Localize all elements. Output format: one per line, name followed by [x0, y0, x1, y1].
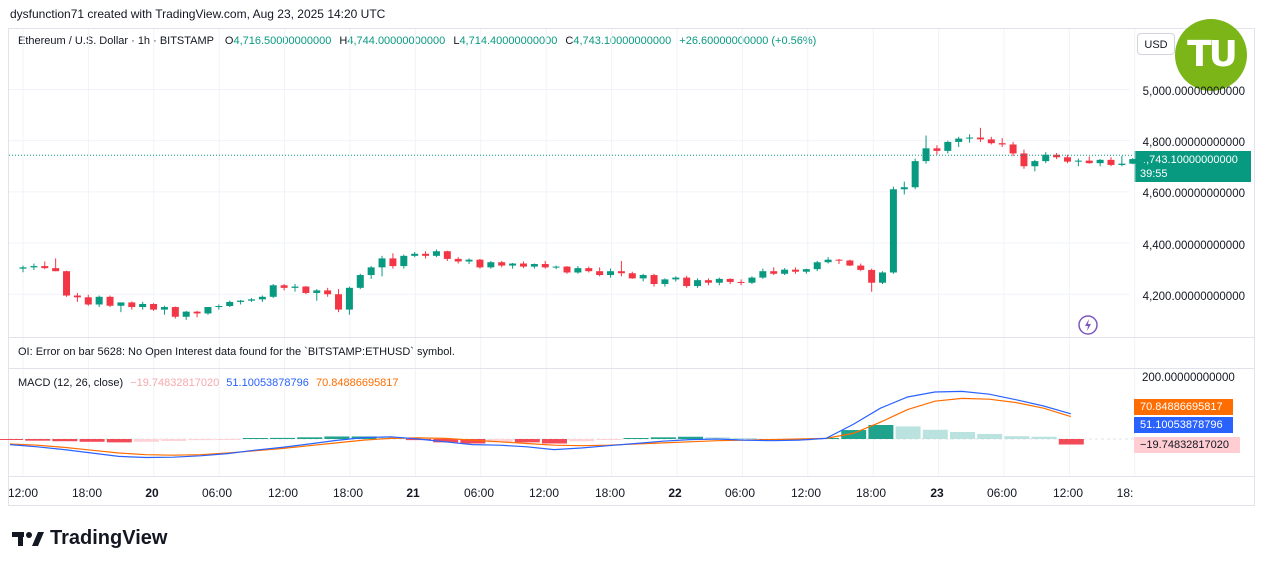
brand-badge: TU: [1175, 19, 1247, 91]
time-tick: 12:00: [7, 486, 39, 500]
tradingview-wordmark: TradingView: [50, 527, 168, 549]
change-value: +26.60000000000 (+0.56%): [679, 35, 817, 47]
lightning-icon[interactable]: [1077, 314, 1099, 336]
bar-countdown: 39:55: [1140, 168, 1168, 180]
price-tick: 5,000.00000000000: [1142, 86, 1245, 98]
pane-divider[interactable]: [9, 368, 1254, 369]
time-tick: 18:: [1116, 486, 1134, 500]
macd-axis-tick: 200.00000000000: [1142, 372, 1235, 384]
macd-signal-tag: 70.84886695817: [1134, 399, 1233, 415]
high-value: 4,744.00000000000: [347, 35, 446, 47]
currency-button[interactable]: USD: [1137, 33, 1175, 55]
close-value: 4,743.10000000000: [573, 35, 672, 47]
pane-divider[interactable]: [9, 337, 1254, 338]
macd-legend: MACD (12, 26, close) −19.74832817020 51.…: [18, 377, 399, 389]
price-tick: 4,600.00000000000: [1142, 188, 1245, 200]
close-label: C: [565, 35, 574, 47]
low-value: 4,714.40000000000: [459, 35, 558, 47]
time-tick: 12:00: [1052, 486, 1084, 500]
chart-frame: [8, 28, 1255, 506]
tradingview-footer[interactable]: TradingView: [12, 527, 167, 550]
macd-hist-tag: −19.74832817020: [1134, 437, 1240, 453]
macd-line-tag: 51.10053878796: [1134, 417, 1233, 433]
tradingview-logo-icon: [12, 531, 44, 546]
high-label: H: [339, 35, 348, 47]
time-tick: 12:00: [267, 486, 299, 500]
oi-error-message: OI: Error on bar 5628: No Open Interest …: [18, 346, 455, 358]
price-tick: 4,400.00000000000: [1142, 240, 1245, 252]
time-tick: 12:00: [790, 486, 822, 500]
time-tick: 23: [930, 486, 944, 500]
macd-line-value: 51.10053878796: [226, 377, 309, 389]
time-tick: 12:00: [528, 486, 560, 500]
low-label: L: [453, 35, 460, 47]
last-price-value: 4,743.10000000000: [1140, 154, 1238, 166]
price-tick: 4,200.00000000000: [1142, 291, 1245, 303]
time-tick: 06:00: [986, 486, 1018, 500]
chart-caption: dysfunction71 created with TradingView.c…: [10, 7, 386, 21]
time-axis-divider: [9, 476, 1254, 477]
time-tick: 18:00: [71, 486, 103, 500]
time-tick: 21: [406, 486, 420, 500]
time-tick: 18:00: [332, 486, 364, 500]
time-tick: 18:00: [855, 486, 887, 500]
macd-signal-value: 70.84886695817: [315, 377, 399, 389]
time-tick: 20: [145, 486, 159, 500]
price-tick: 4,800.00000000000: [1142, 137, 1245, 149]
last-price-tag: 4,743.10000000000 39:55: [1134, 151, 1251, 182]
macd-title: MACD (12, 26, close): [18, 377, 124, 389]
time-tick: 06:00: [724, 486, 756, 500]
time-tick: 18:00: [594, 486, 626, 500]
time-tick: 06:00: [201, 486, 233, 500]
open-label: O: [224, 35, 234, 47]
open-value: 4,716.50000000000: [233, 35, 332, 47]
symbol-legend: Ethereum / U.S. Dollar · 1h · BITSTAMP O…: [18, 35, 816, 47]
time-tick: 22: [668, 486, 682, 500]
macd-hist-value: −19.74832817020: [130, 377, 220, 389]
symbol-name: Ethereum / U.S. Dollar · 1h · BITSTAMP: [18, 35, 214, 47]
time-tick: 06:00: [463, 486, 495, 500]
